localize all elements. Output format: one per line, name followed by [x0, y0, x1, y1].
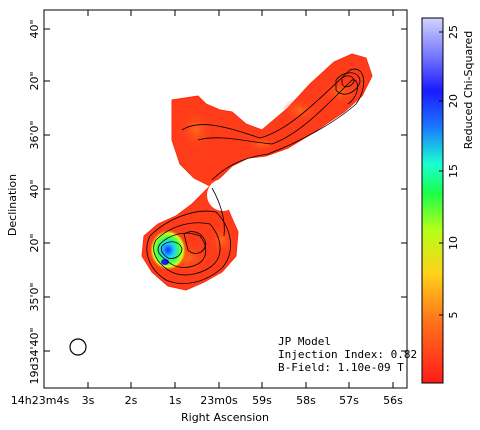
x-tick-label: 59s: [252, 394, 272, 407]
y-tick-label: 36'0": [28, 120, 41, 149]
colorbar-tick-label: 15: [447, 164, 460, 178]
injection-index: Injection Index: 0.82: [278, 348, 417, 361]
y-tick-label: 40": [28, 179, 41, 198]
model-annotation: JP Model Injection Index: 0.82 B-Field: …: [278, 335, 417, 374]
colorbar-tick-label: 25: [447, 25, 460, 39]
y-tick-label: 35'0": [28, 282, 41, 311]
x-tick-label: 3s: [82, 394, 95, 407]
x-tick-label: 58s: [296, 394, 316, 407]
model-name: JP Model: [278, 335, 331, 348]
colorbar-tick-label: 20: [447, 94, 460, 108]
y-tick-label: 19d34'40": [28, 327, 41, 384]
y-tick-label: 40": [28, 19, 41, 38]
y-tick-labels: 40" 20" 36'0" 40" 20" 35'0" 19d34'40": [28, 19, 41, 384]
x-tick-labels: 14h23m4s 3s 2s 1s 23m0s 59s 58s 57s 56s: [11, 394, 403, 407]
x-tick-label: 14h23m4s: [11, 394, 70, 407]
colorbar-title: Reduced Chi-Squared: [462, 31, 475, 150]
x-axis-title: Right Ascension: [181, 411, 269, 424]
x-tick-label: 2s: [125, 394, 138, 407]
intensity-contours: [146, 68, 364, 284]
x-tick-label: 1s: [169, 394, 182, 407]
colorbar: 5 10 15 20 25 Reduced Chi-Squared: [421, 17, 475, 384]
b-field: B-Field: 1.10e-09 T: [278, 361, 404, 374]
colorbar-scale: [421, 17, 444, 384]
y-tick-label: 20": [28, 71, 41, 90]
x-tick-label: 56s: [383, 394, 403, 407]
x-tick-label: 23m0s: [200, 394, 238, 407]
emission-map: [141, 53, 373, 291]
x-tick-label: 57s: [339, 394, 359, 407]
colorbar-tick-label: 5: [447, 312, 460, 319]
colorbar-tick-label: 10: [447, 236, 460, 250]
y-axis-title: Declination: [6, 174, 19, 236]
axis-ticks: [43, 10, 407, 388]
y-tick-label: 20": [28, 233, 41, 252]
beam-size-marker: [69, 338, 87, 356]
